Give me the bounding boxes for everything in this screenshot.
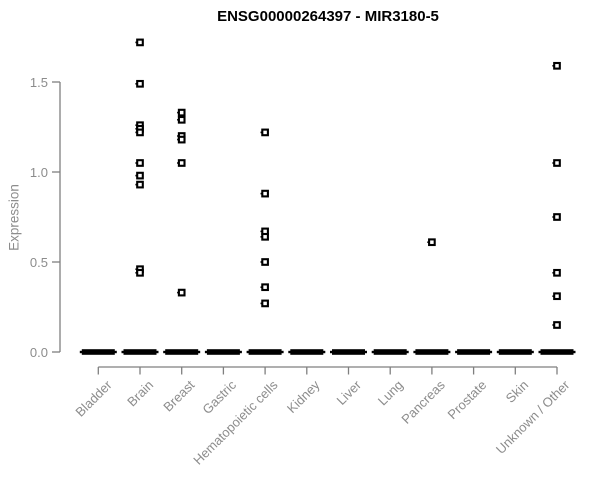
data-point — [135, 159, 144, 167]
data-point — [552, 321, 561, 329]
y-tick-label: 1.0 — [29, 164, 48, 180]
zero-cluster — [496, 349, 534, 355]
data-point — [552, 159, 561, 167]
data-point — [260, 258, 269, 266]
y-axis-label: Expression — [6, 184, 22, 251]
data-point — [552, 268, 561, 277]
data-point — [177, 115, 186, 124]
data-point — [552, 292, 561, 301]
data-point — [260, 189, 269, 198]
y-tick-label: 1.5 — [29, 74, 48, 90]
data-point — [177, 288, 186, 297]
data-point — [135, 180, 144, 189]
data-point — [177, 135, 186, 144]
data-point — [135, 79, 144, 88]
zero-cluster — [288, 349, 326, 355]
zero-cluster — [246, 349, 284, 355]
zero-cluster — [371, 349, 409, 355]
data-point — [552, 213, 561, 221]
zero-cluster — [204, 349, 242, 355]
zero-cluster — [413, 349, 451, 355]
data-point — [260, 283, 269, 292]
zero-cluster — [330, 349, 367, 355]
data-point — [177, 159, 186, 167]
zero-cluster — [538, 349, 576, 355]
data-point — [135, 171, 144, 180]
data-point — [260, 232, 269, 241]
zero-cluster — [163, 349, 201, 355]
data-point — [135, 268, 144, 277]
data-point — [177, 108, 186, 117]
data-point — [260, 299, 269, 308]
zero-cluster — [455, 349, 493, 355]
data-point — [135, 128, 144, 137]
data-point — [427, 238, 436, 247]
chart-title: ENSG00000264397 - MIR3180-5 — [217, 8, 439, 25]
data-point — [260, 128, 269, 137]
data-point — [135, 38, 144, 47]
y-tick-label: 0.5 — [29, 254, 48, 270]
data-point — [552, 61, 561, 70]
y-tick-label: 0.0 — [29, 344, 48, 360]
zero-cluster — [79, 349, 117, 355]
zero-cluster — [121, 349, 159, 355]
